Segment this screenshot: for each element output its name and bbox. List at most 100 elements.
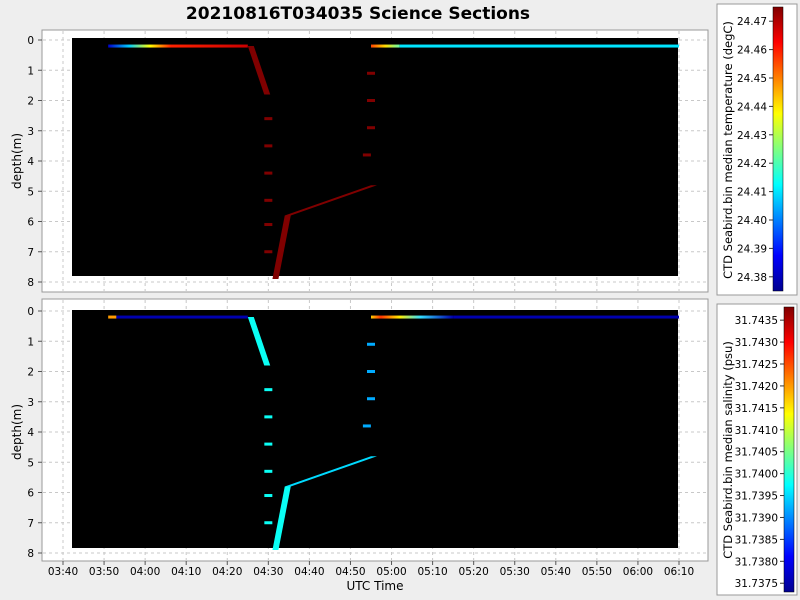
x-axis-label: UTC Time <box>347 579 404 593</box>
section-segment <box>116 315 248 319</box>
x-tick-label: 04:10 <box>171 566 201 578</box>
x-tick-label: 05:30 <box>500 566 530 578</box>
y-axis-ticks: 0 1 2 3 4 5 6 7 8 <box>27 306 42 560</box>
colorbar-label: CTD Seabird.bin median salinity (psu) <box>721 341 735 559</box>
sample-mark <box>367 71 375 75</box>
x-tick-label: 04:30 <box>253 566 283 578</box>
sample-mark <box>264 117 273 121</box>
y-tick-label: 5 <box>27 457 34 469</box>
sample-mark <box>367 342 375 346</box>
data-marks <box>108 315 679 550</box>
y-tick-label: 0 <box>27 35 34 47</box>
colorbar-tick-label: 31.7400 <box>735 469 778 481</box>
sample-mark <box>367 99 375 102</box>
colorbar-tick-label: 24.41 <box>737 187 767 199</box>
profile-segment <box>284 456 377 487</box>
sample-mark <box>264 494 273 498</box>
sample-mark <box>264 521 273 525</box>
profile-segment <box>247 46 271 95</box>
y-tick-label: 1 <box>27 65 34 77</box>
x-tick-label: 06:10 <box>664 566 694 578</box>
x-tick-label: 04:50 <box>335 566 365 578</box>
y-tick-label: 8 <box>27 277 34 289</box>
x-tick-label: 05:20 <box>459 566 489 578</box>
data-marks <box>108 44 679 279</box>
sample-mark <box>264 144 273 148</box>
colorbar-tick-label: 31.7420 <box>735 381 778 393</box>
y-axis-ticks: 0 1 2 3 4 5 6 7 8 <box>27 35 42 289</box>
colorbar-tick-label: 24.44 <box>737 101 767 113</box>
sample-mark <box>264 250 273 254</box>
colorbar-tick-label: 24.43 <box>737 130 767 142</box>
colorbar-tick-label: 24.42 <box>737 158 767 170</box>
y-tick-label: 4 <box>27 156 34 168</box>
y-axis-label: depth(m) <box>10 404 24 460</box>
colorbar-panel <box>716 3 798 296</box>
colorbar-tick-label: 31.7395 <box>735 491 778 503</box>
section-segment <box>371 44 400 48</box>
y-tick-label: 0 <box>27 306 34 318</box>
y-tick-label: 2 <box>27 96 34 108</box>
colorbar-salinity <box>783 306 795 593</box>
y-tick-label: 2 <box>27 367 34 379</box>
section-segment <box>453 315 679 319</box>
sample-mark <box>264 415 273 419</box>
colorbar-tick-label: 24.40 <box>737 215 767 227</box>
colorbar-panel <box>716 303 798 596</box>
colorbar-tick-label: 31.7405 <box>735 447 778 459</box>
y-tick-label: 6 <box>27 217 34 229</box>
y-tick-label: 3 <box>27 126 34 138</box>
colorbar-tick-label: 24.38 <box>737 272 767 284</box>
sample-mark <box>367 126 375 130</box>
colorbar-tick-label: 31.7375 <box>735 578 778 590</box>
colorbar-tick-label: 24.47 <box>737 16 767 28</box>
colorbar-tick-label: 24.39 <box>737 243 767 255</box>
y-tick-label: 7 <box>27 247 34 259</box>
x-tick-label: 03:50 <box>89 566 119 578</box>
x-tick-label: 05:50 <box>582 566 612 578</box>
sample-mark <box>264 198 273 202</box>
x-tick-label: 06:00 <box>623 566 653 578</box>
colorbar-tick-label: 31.7415 <box>735 403 778 415</box>
y-axis-label: depth(m) <box>10 133 24 189</box>
sample-mark <box>264 388 273 392</box>
section-background <box>72 38 678 276</box>
y-tick-label: 3 <box>27 397 34 409</box>
colorbar-ticks: 24.47 24.46 24.45 24.44 24.43 24.42 24.41 24.40… <box>737 16 773 284</box>
x-tick-label: 05:00 <box>376 566 406 578</box>
sample-mark <box>367 370 375 373</box>
colorbar-tick-label: 24.45 <box>737 73 767 85</box>
y-tick-label: 1 <box>27 336 34 348</box>
section-segment <box>108 315 117 319</box>
sample-mark <box>264 442 273 446</box>
colorbar-tick-label: 31.7390 <box>735 512 778 524</box>
colorbar-tick-label: 31.7380 <box>735 556 778 568</box>
colorbar-label: CTD Seabird.bin median temperature (degC… <box>721 21 735 279</box>
section-segment <box>399 44 679 48</box>
y-tick-label: 4 <box>27 427 34 439</box>
x-tick-label: 04:20 <box>212 566 242 578</box>
y-tick-label: 5 <box>27 186 34 198</box>
sample-mark <box>264 223 273 227</box>
colorbar-tick-label: 31.7430 <box>735 337 778 349</box>
colorbar-ticks: 31.7435 31.7430 31.7425 31.7420 31.7415 31.74… <box>735 315 784 590</box>
section-segment <box>108 44 248 48</box>
x-tick-label: 04:00 <box>130 566 160 578</box>
profile-segment <box>272 215 291 279</box>
colorbar-temperature <box>772 6 784 292</box>
x-tick-label: 05:10 <box>417 566 447 578</box>
colorbar-tick-label: 31.7410 <box>735 425 778 437</box>
colorbar-tick-label: 31.7425 <box>735 359 778 371</box>
sample-mark <box>362 424 371 428</box>
y-tick-label: 8 <box>27 548 34 560</box>
profile-segment <box>284 185 377 216</box>
y-tick-label: 7 <box>27 518 34 530</box>
profile-segment <box>247 317 271 366</box>
x-tick-label: 03:40 <box>48 566 78 578</box>
x-axis-ticks: 03:40 03:50 04:00 04:10 04:20 04:30 04:40 04:50… <box>48 561 694 578</box>
x-tick-label: 04:40 <box>294 566 324 578</box>
section-background <box>72 310 678 548</box>
